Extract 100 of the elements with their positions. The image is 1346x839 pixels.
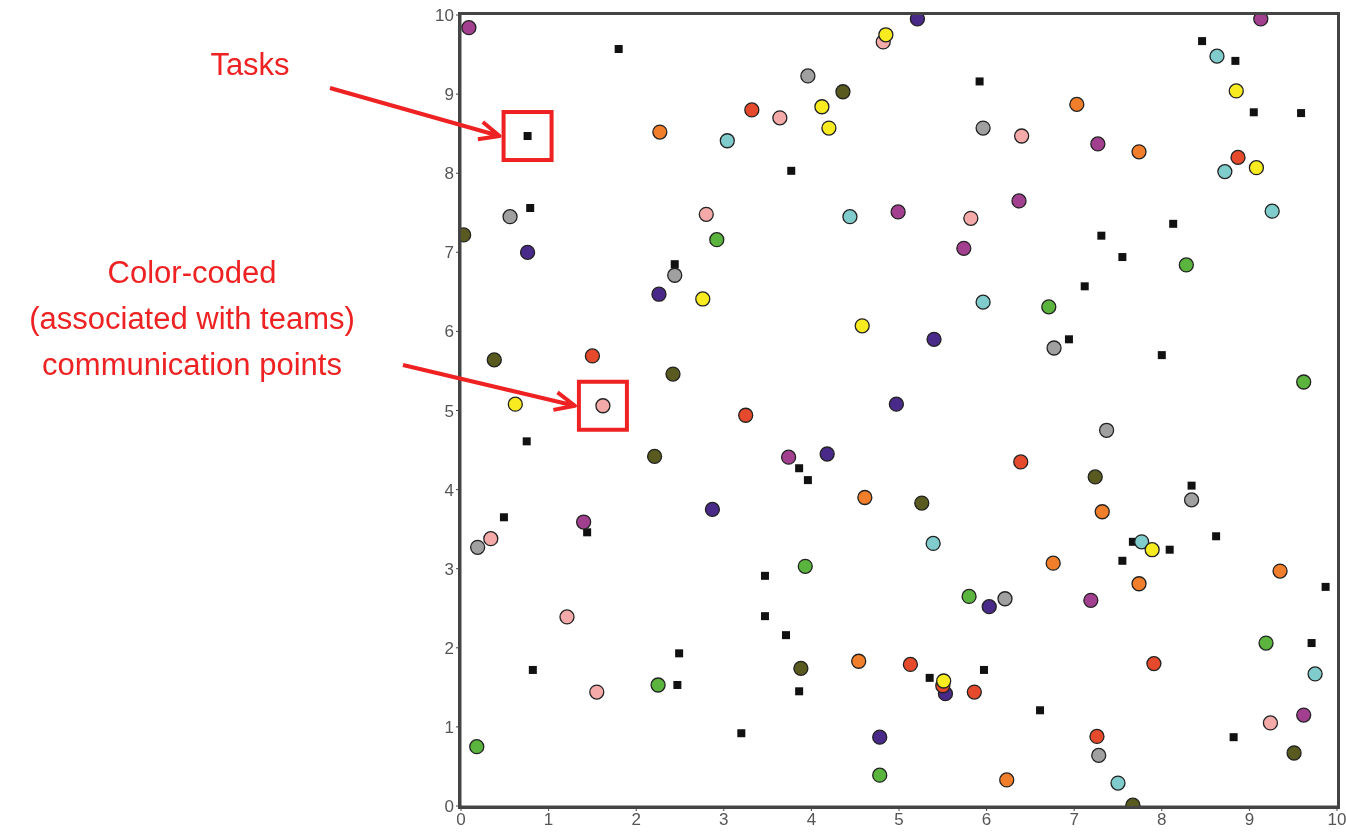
point [1087, 469, 1103, 485]
point [1046, 340, 1062, 356]
point [667, 267, 683, 283]
point [583, 528, 592, 537]
point [760, 571, 769, 580]
point [999, 772, 1015, 788]
point [888, 396, 905, 412]
point [797, 558, 813, 574]
x-tick-label: 5 [894, 810, 904, 830]
point [1131, 144, 1147, 160]
point [1296, 374, 1312, 390]
point [1187, 481, 1196, 490]
point [695, 291, 711, 307]
point [780, 449, 797, 465]
point [997, 591, 1013, 607]
point [523, 132, 532, 141]
point [795, 687, 804, 696]
point [878, 27, 894, 43]
point [1229, 733, 1238, 742]
point [1013, 128, 1030, 144]
point [1248, 160, 1265, 176]
point [872, 767, 888, 783]
point [1134, 534, 1150, 550]
point [1110, 775, 1126, 791]
point [1131, 576, 1147, 592]
x-tick-label: 2 [631, 810, 641, 830]
y-tick-label: 1 [444, 717, 454, 737]
point [1249, 108, 1258, 117]
point [651, 286, 667, 302]
y-tick-label: 10 [435, 6, 454, 26]
point [1272, 563, 1288, 579]
point [665, 366, 681, 382]
point [502, 209, 518, 225]
point [1262, 715, 1279, 731]
point [793, 660, 809, 677]
x-tick-label: 1 [543, 810, 554, 830]
point [851, 653, 867, 669]
y-tick-label: 3 [444, 559, 454, 579]
point [1090, 136, 1106, 152]
point [675, 649, 684, 658]
point [1080, 282, 1089, 291]
y-tick-label: 0 [444, 797, 454, 817]
point [975, 77, 984, 86]
point [1165, 545, 1174, 554]
point [499, 513, 508, 522]
point [673, 680, 682, 689]
point [738, 407, 754, 423]
point [507, 396, 523, 412]
point [737, 729, 746, 738]
point [1198, 37, 1207, 46]
point [857, 489, 873, 506]
point [1230, 149, 1246, 166]
point [835, 84, 851, 100]
point [744, 102, 760, 118]
point [559, 609, 575, 625]
y-tick-label: 7 [444, 243, 454, 263]
point [787, 166, 796, 175]
y-tick-label: 8 [444, 164, 454, 184]
point [966, 684, 982, 700]
point [704, 501, 721, 518]
point [1231, 56, 1240, 65]
point [1228, 83, 1244, 99]
x-tick-label: 3 [719, 810, 729, 830]
point [926, 331, 942, 347]
point [1157, 351, 1166, 360]
point [814, 99, 830, 115]
point [652, 124, 668, 140]
point [1069, 96, 1085, 113]
x-tick-label: 9 [1244, 810, 1255, 830]
point [486, 352, 502, 368]
point [614, 45, 623, 54]
point [1098, 422, 1115, 438]
y-tick-label: 6 [444, 322, 454, 342]
point [1091, 747, 1107, 764]
point [1209, 48, 1225, 64]
point [1118, 556, 1127, 565]
y-tick-label: 5 [444, 401, 454, 421]
point [584, 348, 601, 364]
point [1094, 504, 1110, 520]
point [469, 739, 485, 755]
point [483, 530, 499, 547]
point [902, 656, 919, 673]
point [1041, 299, 1057, 315]
point [1045, 555, 1061, 571]
point [975, 294, 991, 310]
point [528, 665, 537, 674]
point [650, 677, 666, 693]
point [890, 204, 906, 220]
point [760, 612, 769, 621]
point [975, 120, 991, 136]
point [1036, 706, 1045, 715]
point [1011, 193, 1027, 209]
point [469, 539, 486, 555]
point [526, 204, 535, 212]
point [925, 535, 941, 552]
point [1097, 231, 1106, 240]
y-tick-label: 9 [444, 85, 454, 105]
point [979, 665, 988, 674]
point [1307, 666, 1323, 682]
point [854, 318, 870, 334]
